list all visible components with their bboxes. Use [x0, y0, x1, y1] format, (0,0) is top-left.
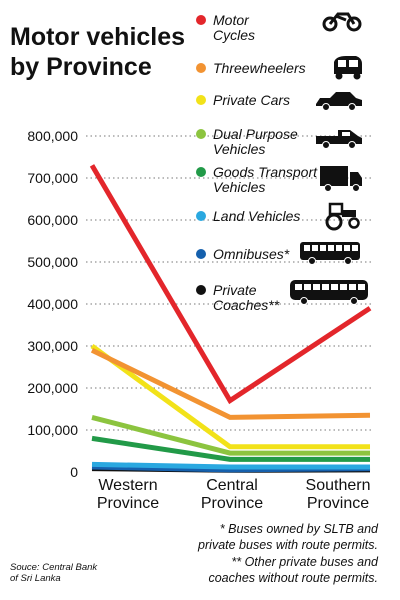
legend-label: Land Vehicles [213, 208, 300, 224]
series-line [90, 343, 370, 450]
legend-swatch [196, 167, 206, 177]
pickup-truck-icon [316, 130, 362, 149]
series-line [90, 347, 371, 420]
chart-title: Motor vehicles [10, 23, 185, 51]
legend-label: Omnibuses* [213, 246, 290, 262]
bus-icon [300, 242, 360, 265]
y-tick-label: 100,000 [27, 422, 78, 438]
legend-label: Dual Purpose [213, 126, 298, 142]
source-note: of Sri Lanka [10, 573, 61, 584]
tractor-icon [325, 202, 360, 231]
legend-label: Coaches** [213, 297, 280, 313]
chart-title: by Province [10, 53, 152, 81]
y-tick-label: 400,000 [27, 296, 78, 312]
legend-swatch [196, 15, 206, 25]
y-tick-label: 700,000 [27, 170, 78, 186]
x-category-label: Province [201, 495, 263, 512]
footnote: private buses with route permits. [197, 538, 378, 552]
legend-swatch [196, 129, 206, 139]
source-note: Souce: Central Bank [10, 562, 98, 573]
legend-swatch [196, 95, 206, 105]
legend-label: Private [213, 282, 257, 298]
motorcycle-icon [322, 12, 362, 32]
coach-icon [290, 280, 368, 305]
series-line [91, 461, 370, 470]
legend-label: Cycles [213, 27, 255, 43]
footnote: coaches without route permits. [208, 571, 378, 585]
legend-swatch [196, 63, 206, 73]
footnote: * Buses owned by SLTB and [220, 522, 379, 536]
car-icon [316, 92, 362, 111]
footnote: ** Other private buses and [231, 555, 379, 569]
threewheeler-icon [334, 56, 362, 80]
y-tick-label: 0 [70, 464, 78, 480]
x-category-label: Southern [306, 477, 371, 494]
legend-swatch [196, 249, 206, 259]
legend-label: Vehicles [213, 141, 265, 157]
x-category-label: Central [206, 477, 258, 494]
x-category-label: Western [98, 477, 157, 494]
legend-label: Motor [213, 12, 250, 28]
legend-label: Private Cars [213, 92, 290, 108]
legend-label: Threewheelers [213, 60, 306, 76]
legend-label: Goods Transport [213, 164, 318, 180]
legend-swatch [196, 211, 206, 221]
y-tick-label: 800,000 [27, 128, 78, 144]
x-category-label: Province [307, 495, 369, 512]
legend-label: Vehicles [213, 179, 265, 195]
legend-swatch [196, 285, 206, 295]
y-tick-label: 500,000 [27, 254, 78, 270]
y-tick-label: 300,000 [27, 338, 78, 354]
y-tick-label: 600,000 [27, 212, 78, 228]
x-category-label: Province [97, 495, 159, 512]
lorry-icon [320, 166, 362, 192]
y-tick-label: 200,000 [27, 380, 78, 396]
